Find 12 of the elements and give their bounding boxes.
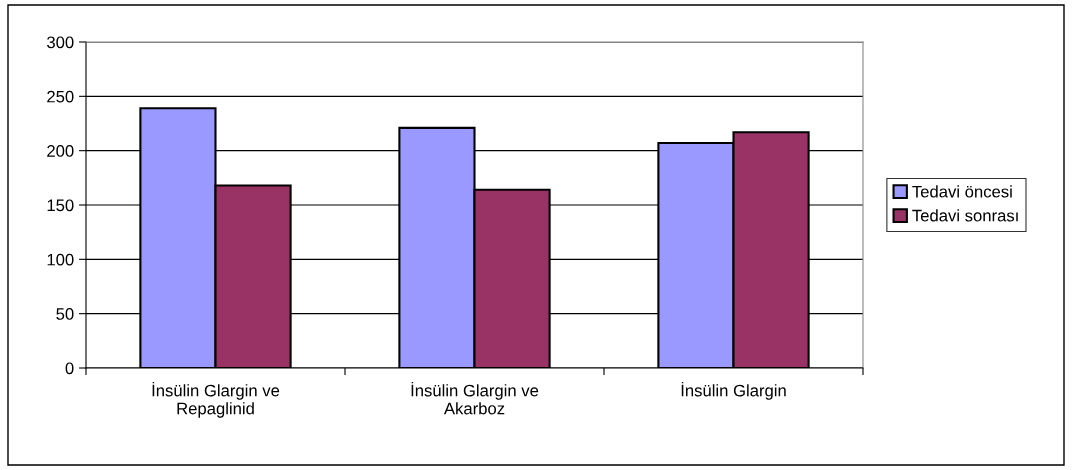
y-tick-label: 0 [65, 362, 74, 375]
x-tick-label: İnsülin Glargin ve Akarboz [411, 381, 539, 415]
y-tick-label: 50 [56, 308, 74, 320]
y-tick-label: 300 [47, 36, 74, 49]
y-tick-label: 100 [47, 253, 74, 266]
y-tick-label: 150 [47, 199, 74, 212]
legend-label: Tedavi sonrası [912, 209, 1018, 222]
legend-label: Tedavi öncesi [912, 185, 1012, 198]
x-tick-label: İnsülin Glargin ve Repaglinid [152, 381, 280, 418]
y-tick-label: 200 [47, 145, 74, 157]
y-tick-label: 250 [47, 90, 74, 103]
x-tick-label: İnsülin Glargin [681, 381, 786, 400]
